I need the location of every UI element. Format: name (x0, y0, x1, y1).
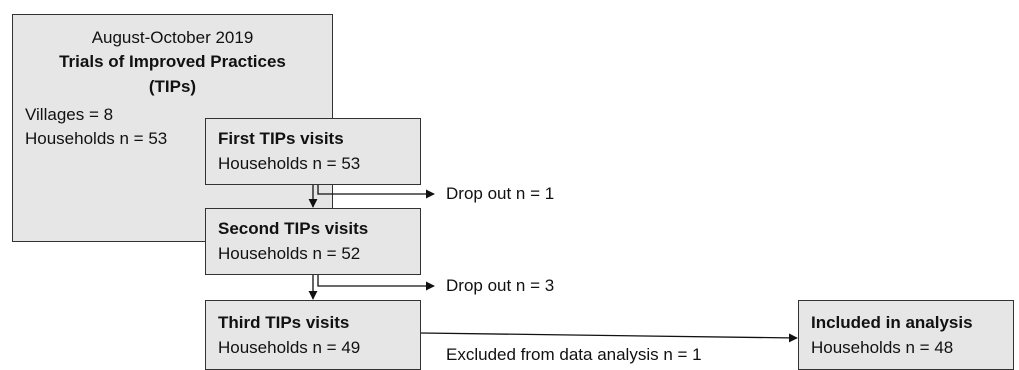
first-visit-households: Households n = 53 (218, 154, 361, 173)
third-visit-box (205, 300, 421, 370)
tips-title-line1: Trials of Improved Practices (59, 52, 286, 71)
arrow-dropout-1 (317, 185, 435, 199)
villages-count: Villages = 8 (25, 105, 114, 124)
second-visit-title: Second TIPs visits (218, 219, 369, 238)
arrow-dropout-2 (317, 275, 435, 291)
second-visit-box (205, 208, 421, 275)
tips-title-line2: (TIPs) (148, 77, 197, 96)
analysis-box (798, 300, 1014, 370)
first-visit-box (205, 118, 421, 185)
arrow-third-to-analysis (420, 332, 798, 343)
third-visit-households: Households n = 49 (218, 338, 361, 357)
dropout-1-label: Drop out n = 1 (446, 184, 555, 203)
tips-date: August-October 2019 (91, 28, 254, 47)
excluded-label: Excluded from data analysis n = 1 (446, 345, 702, 364)
total-households-count: Households n = 53 (25, 129, 168, 148)
analysis-households: Households n = 48 (811, 338, 954, 357)
first-visit-title: First TIPs visits (218, 129, 344, 148)
analysis-title: Included in analysis (811, 313, 973, 332)
third-visit-title: Third TIPs visits (218, 313, 350, 332)
second-visit-households: Households n = 52 (218, 244, 361, 263)
dropout-2-label: Drop out n = 3 (446, 276, 555, 295)
